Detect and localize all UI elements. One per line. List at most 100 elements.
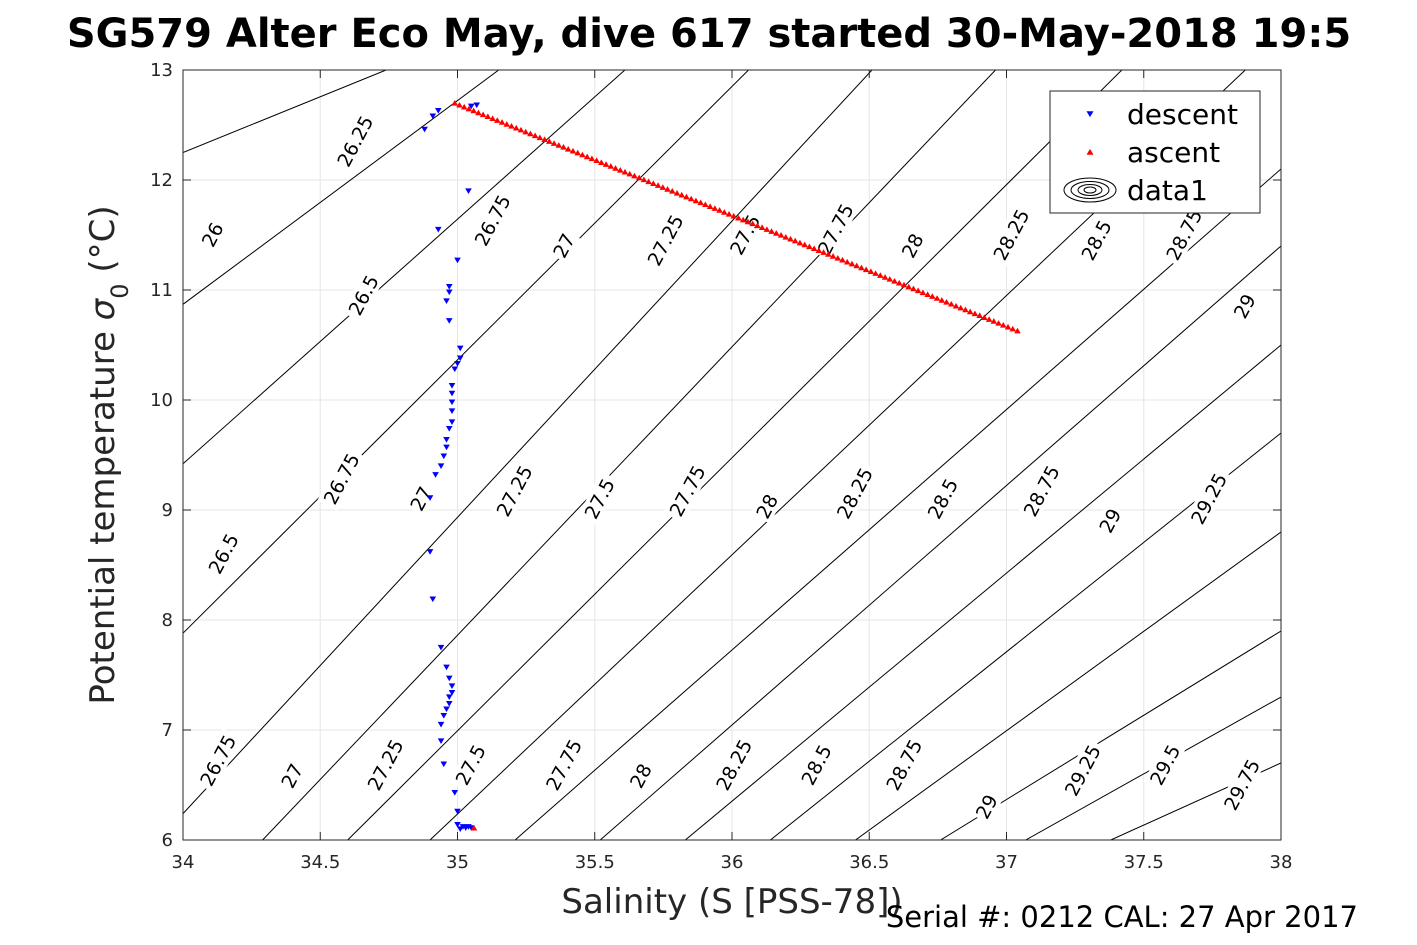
ascent-point: [484, 113, 492, 120]
ascent-point: [825, 251, 832, 257]
ascent-point: [702, 201, 709, 208]
sigma-contour-26.25: [183, 70, 499, 305]
ascent-point: [612, 165, 619, 171]
ascent-point: [546, 138, 553, 144]
ascent-point: [1009, 325, 1017, 332]
y-axis: 6 7 8 9 10 11 12 13: [150, 60, 1281, 851]
descent-point: [437, 644, 445, 651]
ascent-point: [654, 182, 662, 188]
ascent-point: [1014, 327, 1021, 334]
ascent-point: [503, 121, 511, 127]
ascent-point: [848, 260, 856, 267]
sigma-contour-28: [514, 168, 1281, 840]
descent-point: [448, 419, 456, 425]
descent-point: [440, 761, 448, 768]
legend: descent ascent data1: [1049, 90, 1261, 214]
y-tick-label: 13: [150, 60, 173, 81]
legend-contour-icon: [1063, 177, 1117, 203]
y-tick-label: 10: [150, 390, 173, 411]
ascent-point: [536, 134, 544, 141]
ascent-point: [664, 186, 671, 192]
descent-point: [443, 664, 450, 671]
ascent-point: [683, 193, 690, 200]
ascent-point: [697, 199, 704, 206]
ascent-point: [498, 119, 506, 125]
ascent-point: [470, 107, 477, 114]
ascent-point: [962, 306, 969, 313]
ascent-point: [754, 222, 761, 229]
descent-point: [465, 188, 472, 194]
ascent-point: [517, 126, 525, 133]
descent-point: [445, 284, 453, 290]
ascent-point: [862, 266, 870, 273]
legend-contour-icon: [1077, 184, 1103, 196]
x-axis-label: Salinity (S [PSS-78]): [561, 882, 902, 922]
ascent-point: [815, 247, 823, 253]
sigma-contour-28.5: [684, 344, 1281, 840]
ascent-point: [782, 233, 790, 240]
ascent-point: [560, 144, 567, 150]
ascent-point: [725, 211, 733, 217]
ascent-point: [470, 824, 478, 831]
ascent-point: [583, 153, 591, 160]
ascent-point: [834, 255, 842, 261]
ascent-point: [508, 122, 515, 129]
descent-point: [437, 721, 445, 728]
descent-point: [429, 596, 437, 603]
ascent-point: [626, 170, 634, 177]
ascent-point: [806, 243, 813, 250]
ascent-point: [569, 147, 577, 154]
sigma-contour-27.25: [262, 70, 996, 840]
x-tick-label: 34: [172, 852, 195, 873]
descent-point: [443, 706, 450, 713]
legend-contour-icon: [1070, 181, 1110, 199]
ascent-point: [673, 189, 681, 196]
ascent-point: [668, 188, 676, 194]
descent-point: [454, 257, 461, 264]
ascent-point: [914, 287, 922, 294]
ascent-point: [512, 124, 520, 131]
descent-point: [445, 318, 453, 324]
ascent-point: [943, 299, 950, 305]
ascent-point: [971, 310, 979, 317]
descent-point: [426, 549, 434, 555]
x-axis: 34 34.5 35 35.5 36 36.5 37 37.5 38: [172, 70, 1292, 873]
ascent-point: [858, 264, 865, 271]
descent-point: [443, 298, 450, 304]
ascent-point: [527, 130, 534, 137]
descent-point: [456, 345, 464, 352]
ascent-point: [730, 212, 738, 219]
ascent-point: [900, 281, 908, 288]
ascent-point: [735, 214, 742, 221]
descent-point: [434, 226, 442, 233]
ascent-point: [929, 293, 936, 299]
descent-point: [451, 366, 459, 373]
x-tick-label: 36.5: [849, 852, 889, 873]
descent-point: [432, 472, 439, 478]
ascent-point: [579, 151, 586, 158]
ascent-point: [853, 262, 861, 269]
descent-point: [467, 103, 475, 110]
x-tick-label: 37: [995, 852, 1018, 873]
ascent-point: [938, 297, 946, 303]
legend-entry: descent: [1127, 98, 1238, 131]
y-tick-label: 11: [150, 280, 173, 301]
ascent-point: [607, 163, 615, 169]
legend-entry: data1: [1127, 174, 1208, 207]
ascent-point: [739, 216, 747, 223]
ascent-point: [952, 302, 960, 309]
descent-point: [437, 463, 445, 469]
ascent-point: [957, 304, 965, 311]
sigma-contour-28.25: [599, 245, 1281, 840]
ascent-point: [881, 274, 889, 280]
ascent-point: [659, 184, 667, 190]
ascent-point: [564, 145, 572, 152]
ascent-point: [749, 220, 756, 227]
ascent-point: [687, 195, 695, 202]
y-tick-label: 12: [150, 170, 173, 191]
descent-point: [448, 383, 456, 389]
legend-ascent-marker: [1086, 148, 1094, 155]
ascent-point: [872, 270, 879, 276]
ascent-point: [711, 205, 719, 211]
